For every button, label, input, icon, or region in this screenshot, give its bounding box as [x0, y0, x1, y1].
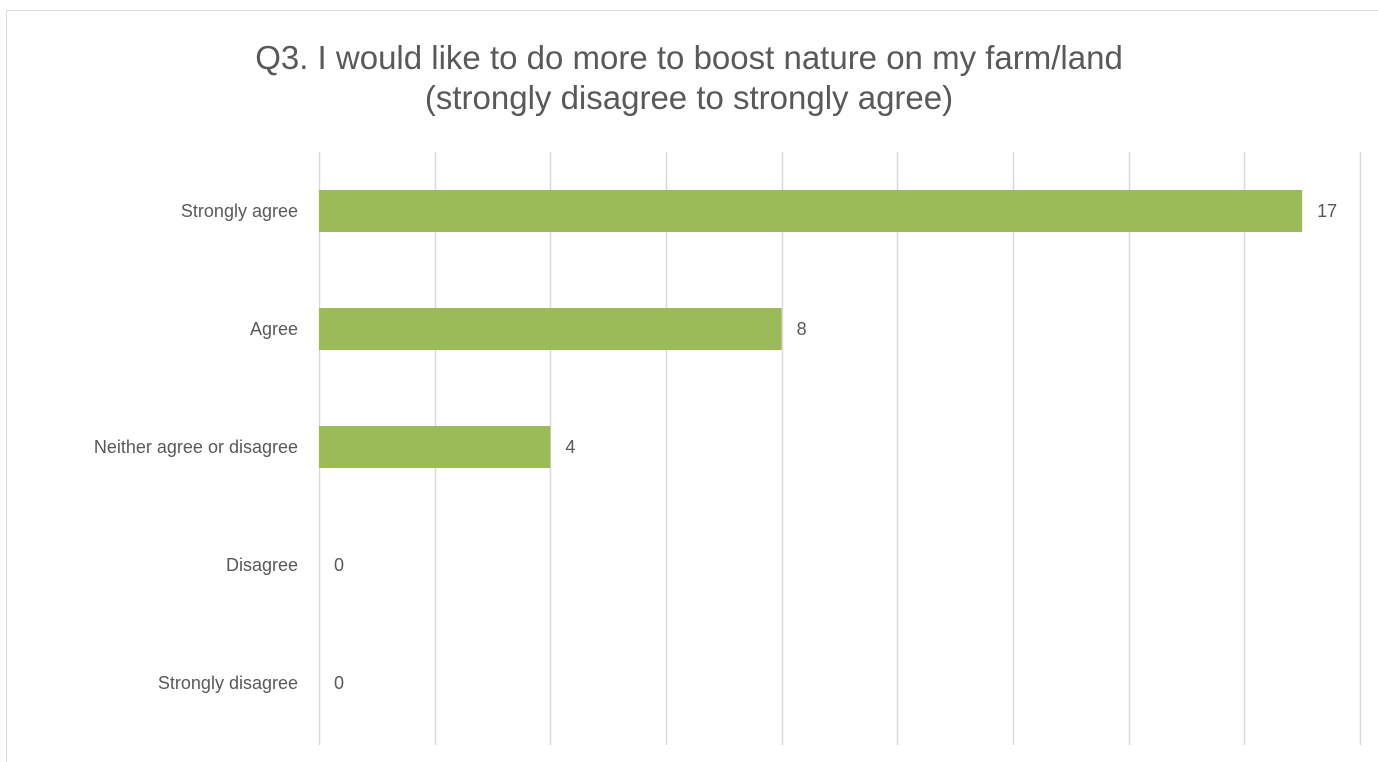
data-label: 4 [565, 437, 575, 457]
data-label: 8 [797, 319, 807, 339]
data-label: 0 [334, 673, 344, 693]
category-label: Disagree [226, 555, 298, 575]
bars [319, 190, 1303, 468]
bar [319, 426, 551, 468]
data-labels: 17 8 4 0 0 [334, 201, 1337, 693]
bar [319, 190, 1303, 232]
data-label: 0 [334, 555, 344, 575]
data-label: 17 [1317, 201, 1337, 221]
category-label: Neither agree or disagree [94, 437, 298, 457]
bar [319, 308, 782, 350]
category-label: Strongly agree [181, 201, 298, 221]
chart-title-line: Q3. I would like to do more to boost nat… [255, 39, 1123, 76]
chart-title: Q3. I would like to do more to boost nat… [0, 38, 1378, 118]
category-labels: Strongly agree Agree Neither agree or disa… [94, 201, 298, 693]
category-label: Agree [250, 319, 298, 339]
chart-subtitle-line: (strongly disagree to strongly agree) [424, 79, 954, 116]
chart-frame [6, 10, 1378, 762]
category-label: Strongly disagree [158, 673, 298, 693]
